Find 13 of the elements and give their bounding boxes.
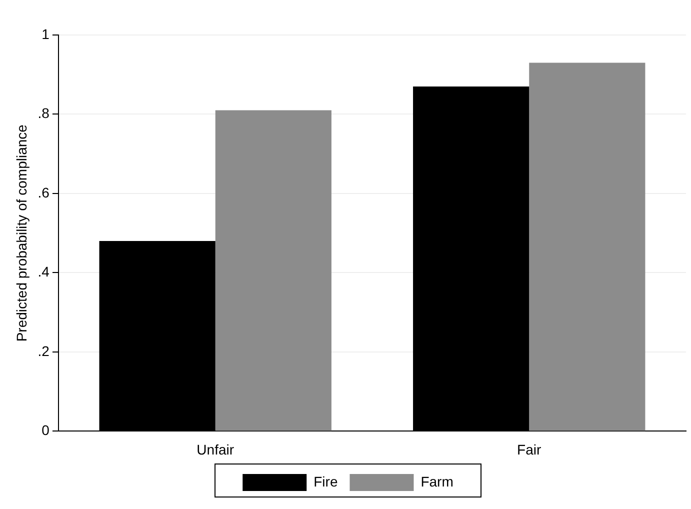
x-tick-label: Unfair [196,441,234,458]
y-tick-label: .4 [38,264,50,280]
y-axis-title: Predicted probability of compliance [13,124,30,342]
legend-label: Fire [314,473,338,490]
legend-label: Farm [420,473,454,490]
x-tick-label: Fair [517,441,542,458]
y-tick-label: 1 [42,26,50,42]
y-tick-label: .2 [38,342,50,359]
bar [529,62,646,431]
y-tick-label: .8 [38,105,50,122]
y-tick-label: 0 [42,422,50,438]
y-tick-label: .6 [38,184,50,200]
bar [215,110,332,431]
